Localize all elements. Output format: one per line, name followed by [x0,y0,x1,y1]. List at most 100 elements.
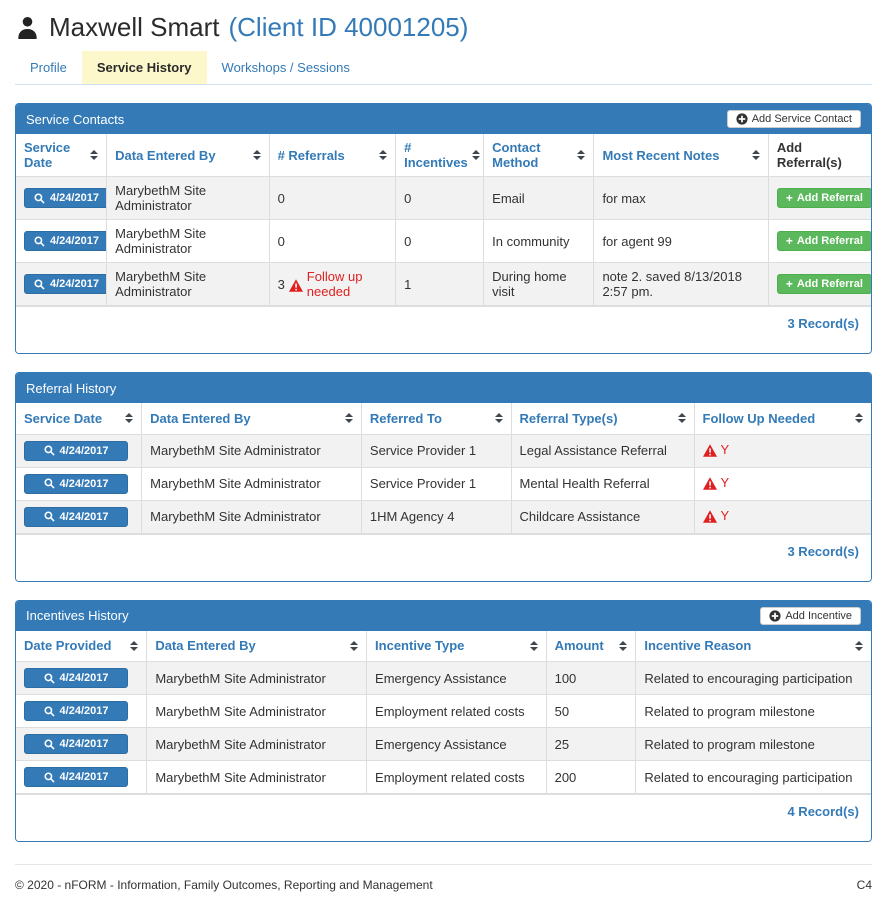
service-contacts-table: Service Date Data Entered By # Referrals # … [16,134,871,306]
referral-history-table: Service Date Data Entered By Referred To Re… [16,403,871,534]
referral-row: 4/24/2017 MarybethM Site Administrator 1… [16,499,871,534]
add-referral-button[interactable]: + Add Referral [776,231,871,251]
sort-icon [619,640,628,651]
add-referral-cell: + Add Referral [767,176,871,220]
incentive-row: 4/24/2017 MarybethM Site Administrator E… [16,694,871,728]
table-header-row: Service Date Data Entered By Referred To Re… [16,403,871,435]
warning-triangle-icon [702,510,717,523]
sort-icon [677,413,686,424]
tab-profile[interactable]: Profile [30,60,67,75]
follow-up-needed-cell: Y [693,433,871,468]
tab-bar: Profile Service History Workshops / Sess… [15,51,872,85]
panel-title: Incentives History [26,608,129,623]
service-date-cell: 4/24/2017 [16,262,108,306]
date-provided-cell: 4/24/2017 [16,694,148,728]
search-icon [44,511,55,522]
column-header[interactable]: Amount [545,630,637,662]
view-record-date-button[interactable]: 4/24/2017 [24,188,106,208]
contact-method-cell: Email [483,176,595,220]
column-header: Add Referral(s) [767,134,871,177]
view-record-date-button[interactable]: 4/24/2017 [24,506,128,527]
column-header[interactable]: # Referrals [268,134,397,177]
incentive-reason-cell: Related to program milestone [635,694,871,728]
sort-icon [252,150,261,160]
referred-to-cell: 1HM Agency 4 [360,499,512,534]
add-incentive-button[interactable]: Add Incentive [760,606,861,625]
sort-icon [751,150,760,160]
column-header[interactable]: Service Date [16,134,108,177]
sort-icon [125,413,134,424]
entered-by-cell: MarybethM Site Administrator [141,499,362,534]
tab-workshops-sessions[interactable]: Workshops / Sessions [221,60,350,75]
incentive-row: 4/24/2017 MarybethM Site Administrator E… [16,661,871,695]
sort-icon [379,150,388,160]
entered-by-cell: MarybethM Site Administrator [106,176,270,220]
view-record-date-button[interactable]: 4/24/2017 [24,668,128,688]
entered-by-cell: MarybethM Site Administrator [106,262,270,306]
incentives-cell: 0 [395,219,485,263]
add-service-contact-button[interactable]: Add Service Contact [726,110,861,128]
view-record-date-button[interactable]: 4/24/2017 [24,274,106,294]
column-header[interactable]: Incentive Reason [635,630,871,662]
referrals-cell: 0 [268,219,397,263]
entered-by-cell: MarybethM Site Administrator [146,661,368,695]
column-header[interactable]: Data Entered By [106,134,270,177]
column-header[interactable]: Referred To [360,403,512,435]
sort-icon [471,150,480,160]
service-contacts-heading: Service Contacts Add Service Contact [16,104,871,134]
referred-to-cell: Service Provider 1 [360,433,512,468]
column-header[interactable]: Follow Up Needed [693,403,871,435]
entered-by-cell: MarybethM Site Administrator [146,760,368,794]
view-record-date-button[interactable]: 4/24/2017 [24,473,128,494]
incentive-row: 4/24/2017 MarybethM Site Administrator E… [16,727,871,761]
column-header[interactable]: Contact Method [483,134,595,177]
tab-service-history[interactable]: Service History [81,51,207,84]
incentives-cell: 1 [395,262,485,306]
column-header[interactable]: Data Entered By [141,403,362,435]
column-header[interactable]: Data Entered By [146,630,368,662]
column-header[interactable]: Most Recent Notes [593,134,769,177]
warning-triangle-icon [702,444,717,457]
incentive-type-cell: Emergency Assistance [366,727,547,761]
service-contacts-panel: Service Contacts Add Service Contact Ser… [15,103,872,354]
client-id: (Client ID 40001205) [228,12,469,42]
view-record-date-button[interactable]: 4/24/2017 [24,440,128,461]
referrals-cell: 3 Follow up needed [268,262,397,306]
notes-cell: for max [593,176,769,220]
column-header[interactable]: Referral Type(s) [510,403,695,435]
search-icon [44,672,55,684]
service-contact-row: 4/24/2017 MarybethM Site Administrator 0… [16,176,871,220]
page-title: Maxwell Smart [49,12,220,42]
record-count: 3 Record(s) [16,533,871,581]
referral-type-cell: Mental Health Referral [510,466,695,501]
date-provided-cell: 4/24/2017 [16,727,148,761]
service-date-cell: 4/24/2017 [16,219,108,263]
column-header[interactable]: Date Provided [16,630,148,662]
view-record-date-button[interactable]: 4/24/2017 [24,231,106,251]
add-referral-button[interactable]: + Add Referral [776,188,871,208]
incentive-type-cell: Employment related costs [366,760,547,794]
add-referral-button[interactable]: + Add Referral [776,274,871,294]
view-record-date-button[interactable]: 4/24/2017 [24,701,128,721]
search-icon [34,278,45,290]
sort-icon [130,640,139,651]
column-header[interactable]: # Incentives [395,134,485,177]
amount-cell: 25 [545,727,637,761]
service-date-cell: 4/24/2017 [16,433,143,468]
referral-row: 4/24/2017 MarybethM Site Administrator S… [16,433,871,468]
view-record-date-button[interactable]: 4/24/2017 [24,767,128,787]
amount-cell: 100 [545,661,637,695]
table-header-row: Date Provided Data Entered By Incentive Ty… [16,630,871,662]
incentives-cell: 0 [395,176,485,220]
referral-type-cell: Childcare Assistance [510,499,695,534]
view-record-date-button[interactable]: 4/24/2017 [24,734,128,754]
page-footer: © 2020 - nFORM - Information, Family Out… [15,864,872,892]
entered-by-cell: MarybethM Site Administrator [146,694,368,728]
column-header[interactable]: Incentive Type [366,630,547,662]
referral-history-panel: Referral History Service Date Data Entere… [15,372,872,582]
column-header[interactable]: Service Date [16,403,143,435]
add-referral-cell: + Add Referral [767,219,871,263]
search-icon [44,478,55,489]
warning-triangle-icon [288,278,303,292]
